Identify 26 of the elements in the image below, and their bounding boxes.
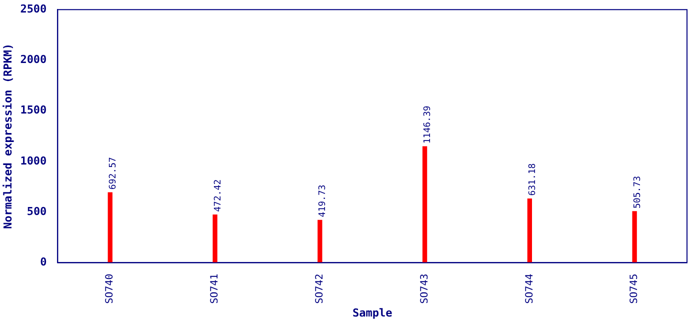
x-tick-label: SO741 [210,274,221,304]
x-axis-title: Sample [352,306,393,320]
y-tick-label: 2500 [20,2,47,16]
y-tick-label: 500 [26,204,47,218]
bar [318,220,322,263]
y-tick-label: 2000 [20,53,47,66]
y-tick-label: 1000 [20,154,47,168]
data-label: 631.18 [528,163,538,196]
data-label: 505.73 [632,176,643,208]
y-tick-label: 0 [40,256,47,269]
bar [632,211,637,263]
x-tick-label: SO743 [419,274,430,304]
data-label: 472.42 [213,179,224,212]
data-label: 419.73 [318,184,328,218]
data-label: 692.57 [108,157,118,190]
y-tick-label: 1500 [20,104,47,117]
y-axis-title: Normalized expression (RPKM) [1,43,14,229]
bar [108,192,112,263]
x-tick-label: SO744 [524,274,536,304]
data-label: 1146.39 [423,106,434,144]
bar [527,198,532,263]
bar [212,214,218,263]
bar [422,146,428,263]
x-tick-label: SO742 [314,274,326,304]
x-tick-label: SO745 [629,274,640,304]
x-tick-label: SO740 [104,274,116,304]
